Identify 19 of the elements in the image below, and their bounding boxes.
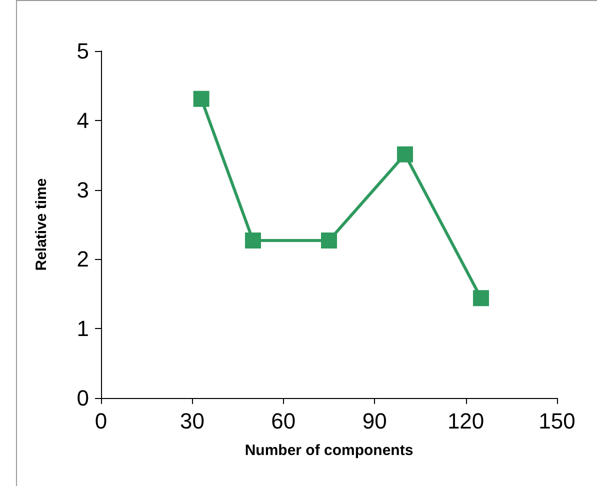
x-axis-title: Number of components <box>244 442 414 459</box>
point <box>473 290 489 306</box>
y-tick-label: 5 <box>76 38 89 64</box>
y-tick-label: 4 <box>76 108 89 133</box>
point <box>193 90 210 107</box>
x-tick-label: 60 <box>271 408 296 434</box>
point <box>397 146 413 162</box>
x-tick-label: 150 <box>538 408 576 434</box>
y-tick-label: 1 <box>76 316 89 342</box>
x-tick-label: 30 <box>180 408 204 434</box>
y-tick-label: 2 <box>76 246 89 272</box>
y-axis-title: Relative time <box>33 178 50 271</box>
x-tick-label: 90 <box>362 408 387 434</box>
point <box>245 232 261 248</box>
x-tick-label: 120 <box>447 408 484 434</box>
y-tick-label: 3 <box>76 177 89 202</box>
y-tick-label: 0 <box>76 386 89 410</box>
x-tick-label: 0 <box>94 408 108 434</box>
point <box>321 232 337 248</box>
